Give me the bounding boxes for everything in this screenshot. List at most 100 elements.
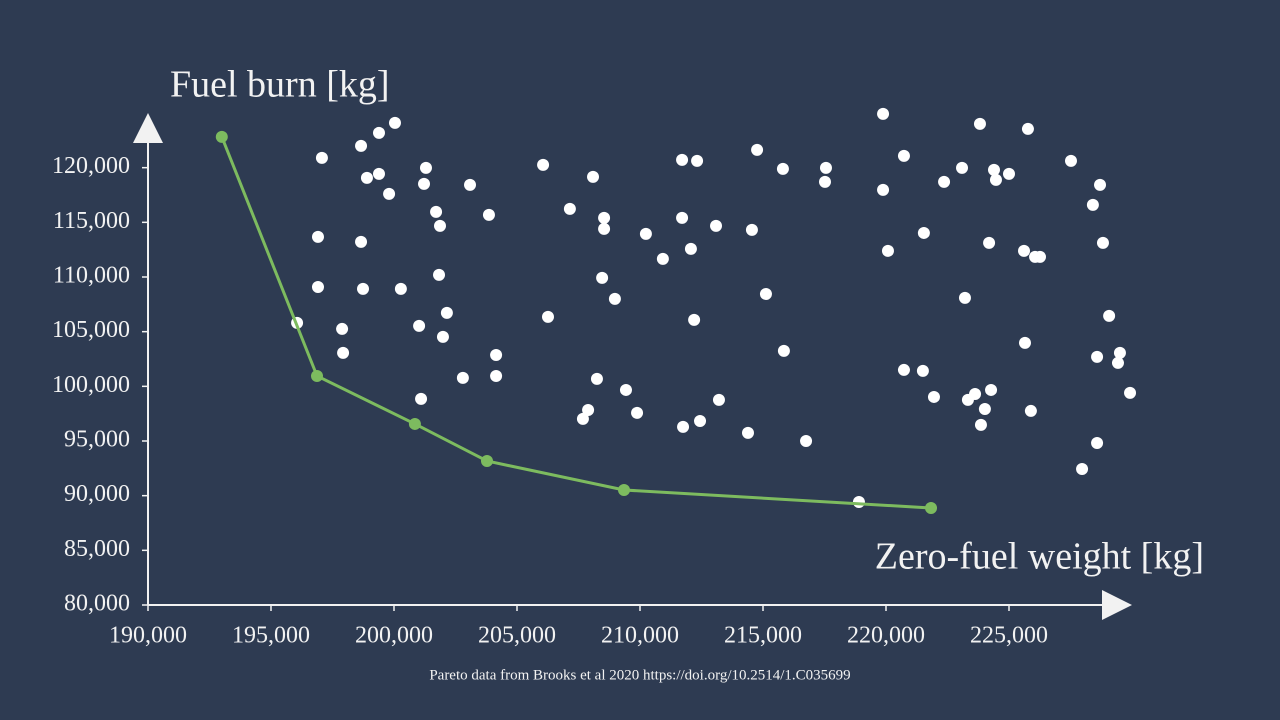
point <box>582 403 595 416</box>
point <box>877 183 890 196</box>
point <box>355 139 368 152</box>
point <box>440 306 453 319</box>
point <box>1091 436 1104 449</box>
point <box>1018 336 1031 349</box>
point <box>985 383 998 396</box>
point <box>394 282 407 295</box>
y-axis-arrow <box>133 113 163 143</box>
x-tick-label: 195,000 <box>232 623 310 649</box>
point <box>596 271 609 284</box>
point <box>877 107 890 120</box>
point <box>619 383 632 396</box>
point <box>1103 309 1116 322</box>
point <box>741 426 754 439</box>
point <box>537 158 550 171</box>
point <box>415 392 428 405</box>
y-tick-label: 90,000 <box>64 481 130 507</box>
point <box>563 202 576 215</box>
x-tick-label: 205,000 <box>478 623 556 649</box>
point <box>1024 404 1037 417</box>
point <box>590 372 603 385</box>
point <box>688 313 701 326</box>
point <box>480 455 493 468</box>
point <box>541 310 554 323</box>
y-tick-label: 80,000 <box>64 591 130 617</box>
point <box>881 244 894 257</box>
point <box>691 154 704 167</box>
point <box>311 280 324 293</box>
point <box>1018 244 1031 257</box>
x-tick-label: 220,000 <box>847 623 925 649</box>
point <box>989 173 1002 186</box>
y-tick-label: 115,000 <box>53 208 130 234</box>
point <box>710 219 723 232</box>
point <box>1113 346 1126 359</box>
point <box>372 167 385 180</box>
point <box>311 230 324 243</box>
point <box>311 369 324 382</box>
point <box>1111 356 1124 369</box>
point <box>413 319 426 332</box>
point <box>684 242 697 255</box>
point <box>430 205 443 218</box>
point <box>355 235 368 248</box>
point <box>631 406 644 419</box>
point <box>1064 154 1077 167</box>
point <box>925 502 938 515</box>
y-tick-label: 120,000 <box>52 153 130 179</box>
point <box>357 282 370 295</box>
point <box>639 227 652 240</box>
point <box>419 161 432 174</box>
x-tick-label: 215,000 <box>724 623 802 649</box>
point <box>1094 178 1107 191</box>
point <box>433 268 446 281</box>
point <box>215 130 228 143</box>
point <box>1091 350 1104 363</box>
point <box>974 418 987 431</box>
point <box>388 116 401 129</box>
point <box>818 175 831 188</box>
y-tick-label: 105,000 <box>52 317 130 343</box>
point <box>1096 236 1109 249</box>
y-tick-label: 100,000 <box>52 372 130 398</box>
point <box>360 171 373 184</box>
x-tick-label: 210,000 <box>601 623 679 649</box>
point <box>618 483 631 496</box>
point <box>676 153 689 166</box>
point <box>777 344 790 357</box>
y-axis-label: Fuel burn [kg] <box>170 64 390 106</box>
point <box>337 346 350 359</box>
point <box>973 117 986 130</box>
point <box>956 161 969 174</box>
caption: Pareto data from Brooks et al 2020 https… <box>429 667 850 683</box>
y-tick-label: 110,000 <box>53 263 130 289</box>
point <box>436 330 449 343</box>
pareto-line <box>220 136 932 510</box>
point <box>927 390 940 403</box>
point <box>656 252 669 265</box>
point <box>745 223 758 236</box>
point <box>917 226 930 239</box>
point <box>1003 167 1015 180</box>
point <box>1124 386 1137 399</box>
point <box>800 435 813 447</box>
x-tick-label: 225,000 <box>970 623 1048 649</box>
point <box>598 222 611 235</box>
point <box>897 363 910 376</box>
point <box>978 402 991 415</box>
point <box>897 149 910 162</box>
point <box>987 163 1000 176</box>
point <box>608 292 621 305</box>
y-tick-label: 85,000 <box>64 536 130 562</box>
point <box>336 322 349 335</box>
point <box>1086 198 1099 211</box>
y-tick-label: 95,000 <box>64 427 130 453</box>
point <box>819 161 832 174</box>
point <box>1021 122 1034 135</box>
point <box>408 417 421 430</box>
point <box>969 387 982 400</box>
point <box>434 219 447 232</box>
point <box>418 177 431 190</box>
